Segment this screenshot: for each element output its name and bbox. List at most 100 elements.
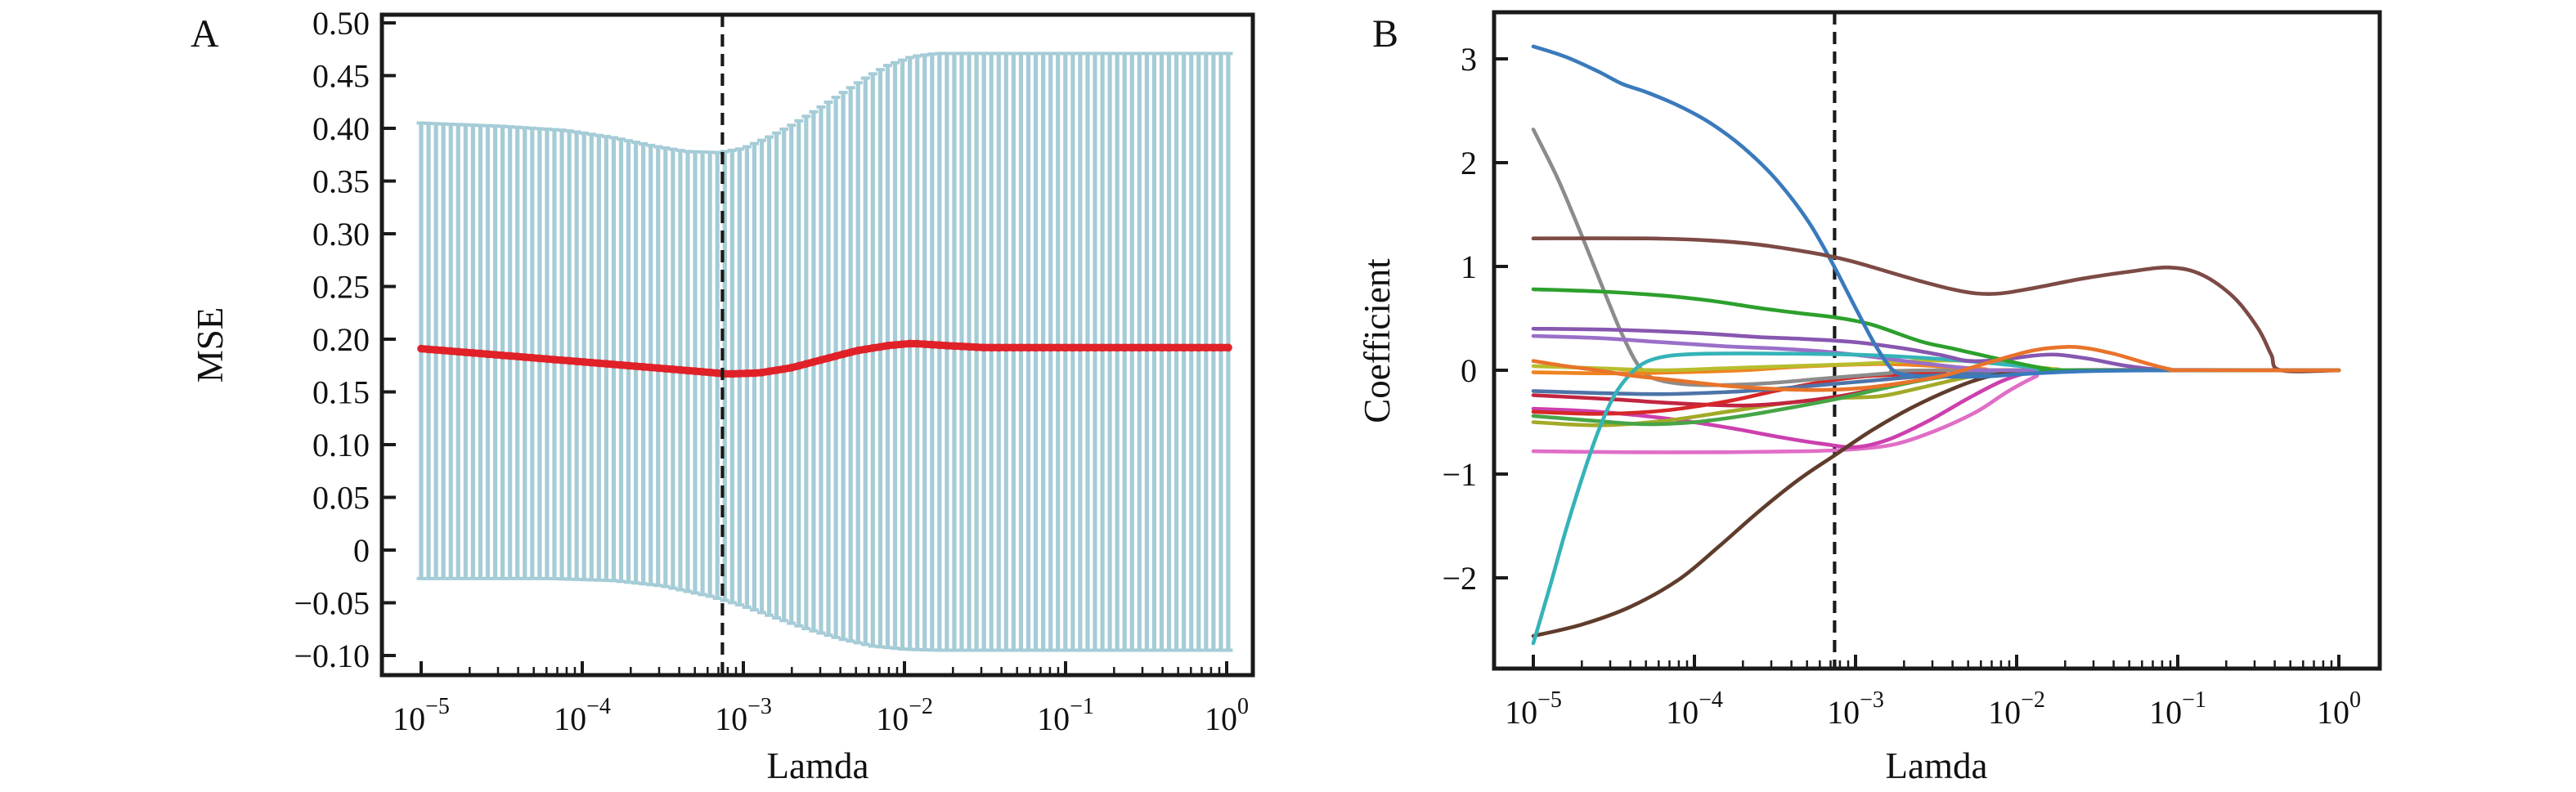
y-tick-label: 0.30	[312, 216, 370, 253]
mean-mse-point	[883, 342, 892, 350]
mean-mse-point	[1209, 343, 1218, 352]
mean-mse-point	[1150, 343, 1159, 352]
mean-mse-point	[631, 362, 640, 370]
mean-mse-point	[706, 368, 714, 377]
y-tick-label: 0.40	[312, 110, 370, 147]
x-tick-label: 10−5	[393, 694, 450, 737]
x-tick-label: 10−4	[554, 694, 611, 737]
mean-mse-point	[898, 340, 907, 349]
x-tick-label: 10−4	[1666, 687, 1723, 731]
panel-a-x-axis-label: Lamda	[767, 745, 869, 786]
mean-mse-point	[965, 342, 973, 351]
y-tick-label: −1	[1442, 456, 1477, 493]
y-tick-label: 0	[353, 532, 370, 569]
x-tick-label: 10−2	[1988, 687, 2045, 731]
mean-mse-curve	[417, 339, 1232, 378]
x-tick-label: 10−5	[1505, 687, 1562, 731]
mean-mse-point	[483, 350, 492, 359]
x-tick-label: 10−2	[876, 694, 933, 737]
mean-mse-point	[958, 342, 966, 351]
y-tick-label: 0	[1461, 352, 1477, 389]
mean-mse-point	[1179, 343, 1188, 352]
mean-mse-point	[1084, 343, 1092, 352]
mean-mse-point	[802, 360, 810, 369]
mean-mse-point	[1224, 343, 1232, 352]
mean-mse-point	[1016, 343, 1025, 352]
y-tick-label: 0.50	[312, 5, 370, 42]
mean-mse-point	[624, 361, 633, 370]
mean-mse-point	[861, 345, 870, 354]
mean-mse-point	[461, 348, 470, 356]
coefficient-path-brown	[1531, 236, 2341, 374]
mean-mse-point	[913, 339, 922, 348]
mean-mse-point	[1009, 343, 1018, 352]
mean-mse-point	[662, 365, 670, 373]
mean-mse-point	[787, 364, 796, 372]
coefficient-path-magenta	[1531, 368, 2341, 450]
y-tick-label: −2	[1442, 560, 1477, 597]
x-tick-label: 100	[2317, 687, 2361, 731]
panel-b-letter: B	[1372, 12, 1398, 56]
coefficient-path-orange-1	[1531, 345, 2341, 392]
mean-mse-point	[691, 367, 699, 375]
mean-mse-point	[1128, 343, 1137, 352]
mean-mse-point	[639, 363, 648, 371]
mean-mse-point	[558, 356, 566, 365]
mean-mse-point	[498, 351, 507, 360]
mean-mse-point	[772, 366, 781, 374]
mean-mse-point	[432, 346, 440, 354]
mean-mse-point	[521, 353, 529, 361]
mean-mse-point	[920, 340, 929, 348]
y-tick-label: 0.25	[312, 269, 370, 306]
mean-mse-point	[839, 350, 847, 359]
y-tick-label: −0.10	[294, 638, 370, 674]
mean-mse-point	[817, 356, 825, 365]
mean-mse-point	[1053, 343, 1062, 352]
panel-b-y-axis-label: Coefficient	[1357, 258, 1398, 423]
mean-mse-point	[950, 342, 958, 351]
mean-mse-point	[572, 357, 581, 366]
mean-mse-point	[476, 349, 485, 358]
y-tick-label: 0.45	[312, 58, 370, 95]
mean-mse-point	[1165, 343, 1174, 352]
mean-mse-point	[972, 343, 981, 351]
mean-mse-point	[728, 369, 737, 378]
mean-mse-point	[795, 361, 803, 370]
mean-mse-point	[750, 369, 759, 378]
mean-mse-point	[565, 356, 573, 365]
mean-mse-point	[824, 354, 832, 362]
y-tick-label: −0.05	[294, 585, 370, 622]
mean-mse-point	[943, 342, 951, 350]
mean-mse-point	[832, 351, 840, 360]
mean-mse-point	[891, 341, 900, 349]
mean-mse-point	[1039, 343, 1048, 352]
mean-mse-point	[646, 363, 655, 372]
mean-mse-point	[854, 347, 862, 355]
mean-mse-point	[617, 360, 626, 369]
coefficient-path-gray	[1531, 128, 2341, 387]
mean-mse-point	[905, 339, 914, 348]
mean-mse-point	[587, 358, 596, 367]
mean-mse-point	[928, 340, 936, 349]
mean-mse-point	[505, 351, 514, 360]
plot-frame	[1492, 10, 2382, 671]
mean-mse-point	[1061, 343, 1070, 352]
panel-b-x-axis-label: Lamda	[1886, 745, 1988, 786]
mean-mse-point	[1031, 343, 1040, 352]
mean-mse-point	[580, 358, 588, 366]
coefficient-path-blue	[1531, 44, 2341, 379]
mean-mse-point	[439, 347, 447, 355]
mean-mse-point	[1113, 343, 1121, 352]
mean-mse-point	[1202, 343, 1210, 352]
mean-mse-point	[1091, 343, 1099, 352]
mean-mse-point	[424, 345, 433, 354]
mean-mse-point	[536, 354, 544, 363]
x-tick-label: 10−3	[1827, 687, 1884, 731]
mean-mse-point	[417, 344, 425, 353]
mean-mse-point	[602, 360, 611, 368]
y-tick-label: 3	[1461, 41, 1477, 78]
panel-a-y-axis-label: MSE	[190, 307, 231, 383]
